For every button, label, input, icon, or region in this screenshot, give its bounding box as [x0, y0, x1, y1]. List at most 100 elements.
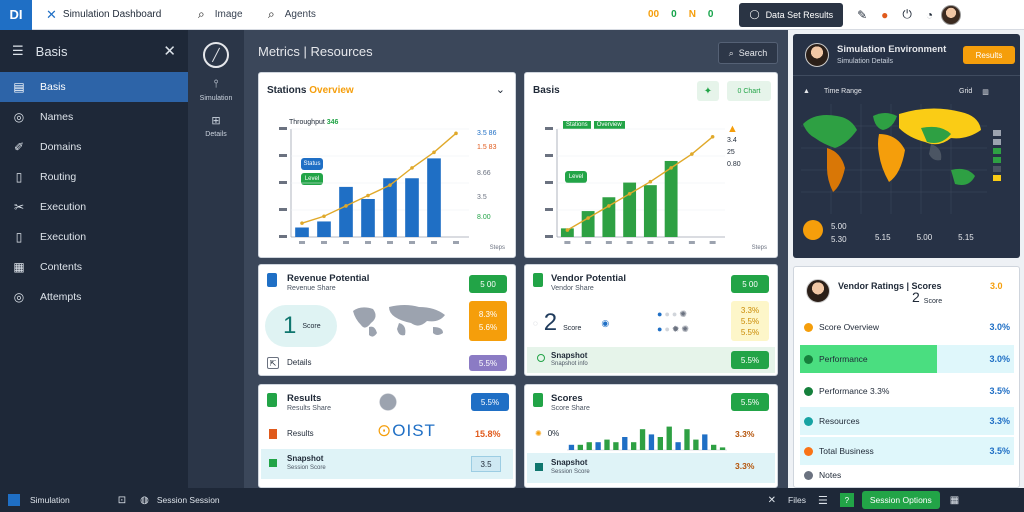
hamburger-icon[interactable]: ☰: [12, 43, 24, 58]
card-subtitle: Revenue Share: [287, 285, 336, 292]
sidebar-header: ☰ Basis ✕: [0, 30, 188, 72]
close-icon[interactable]: ✕: [163, 43, 176, 60]
search-icon: ⌕: [198, 7, 205, 21]
chart-badge-level: Level: [301, 173, 323, 185]
bar: [295, 227, 309, 237]
card-title-accent: Overview: [309, 85, 354, 96]
data-set-button[interactable]: ◯ Data Set Results: [739, 2, 844, 27]
geo-stat: 5.00: [916, 233, 933, 242]
recycle-icon[interactable]: ✦: [697, 81, 719, 101]
session-options-button[interactable]: Session Options: [861, 491, 940, 509]
list-item[interactable]: Score Overview 3.0%: [800, 313, 1014, 341]
card-badge[interactable]: 5.5%: [731, 393, 769, 411]
sliders-icon[interactable]: ⫯: [213, 78, 219, 90]
details-icon[interactable]: ⇱: [267, 357, 279, 369]
geo-toolbar: ▲ Time Range: [803, 88, 862, 95]
score-pill: 1 Score: [265, 305, 337, 347]
bottom-left-label: Simulation: [30, 495, 70, 505]
orange-stat-value: 5.6%: [478, 323, 498, 332]
list-item[interactable]: Notes: [800, 465, 1014, 485]
query-search[interactable]: ⌕ Agents: [268, 7, 648, 22]
x-tick-mark: [431, 241, 437, 244]
status-badge[interactable]: N: [688, 9, 696, 20]
avatar[interactable]: [806, 279, 830, 303]
chart-pill[interactable]: 0 Chart: [727, 81, 771, 101]
grid-icon[interactable]: ▦: [949, 494, 960, 506]
bar: [622, 437, 628, 450]
list-item[interactable]: Total Business 3.5%: [800, 437, 1014, 465]
avatar[interactable]: [805, 43, 829, 67]
snapshot-strip[interactable]: Snapshot Snapshot info 5.5%: [527, 347, 775, 373]
snapshot-title: Snapshot: [551, 458, 588, 467]
world-map: [801, 104, 987, 214]
card-badge[interactable]: 5 00: [469, 275, 507, 293]
list-item[interactable]: Performance 3.3% 3.5%: [800, 377, 1014, 405]
search-button[interactable]: ⌕ Search: [718, 42, 778, 64]
list-item[interactable]: Resources 3.3%: [800, 407, 1014, 435]
sidebar-item-contents[interactable]: ▦ Contents: [0, 252, 188, 282]
results-card: Results Results Share 5.5% ⊙OIST Results…: [258, 384, 516, 488]
snapshot-value: 3.5: [471, 456, 501, 472]
snapshot-strip[interactable]: Snapshot Session Score 3.5: [261, 449, 513, 479]
app-logo[interactable]: DI: [0, 0, 32, 30]
x-tick-mark: [668, 241, 675, 244]
sidebar-item-names[interactable]: ◎ Names: [0, 102, 188, 132]
snapshot-strip[interactable]: Snapshot Session Score 3.3%: [527, 453, 775, 483]
card-badge[interactable]: 5.5%: [471, 393, 509, 411]
status-badge[interactable]: 00: [648, 9, 660, 20]
bar: [702, 434, 708, 450]
status-badge[interactable]: 0: [671, 9, 677, 20]
box-icon[interactable]: ⊡: [117, 494, 127, 506]
sidebar-item-execution-2[interactable]: ▯ Execution: [0, 222, 188, 252]
list-icon[interactable]: ☰: [818, 494, 828, 507]
sidebar-item-domains[interactable]: ✐ Domains: [0, 132, 188, 162]
list-icon: ▤: [13, 80, 25, 94]
power-icon[interactable]: ⏻: [902, 7, 912, 21]
bar: [613, 442, 619, 450]
image-search[interactable]: ⌕ Image: [198, 7, 268, 22]
sidebar-item-execution[interactable]: ✂ Execution: [0, 192, 188, 222]
yellow-stat: 3.3% 5.5% 5.5%: [731, 301, 769, 341]
clock-icon[interactable]: ╱: [203, 42, 229, 68]
stations-bar-chart: [279, 127, 469, 244]
pen-icon[interactable]: ✎: [857, 7, 868, 22]
status-dot: [804, 470, 813, 480]
chevron-down-icon[interactable]: ⌄: [495, 84, 505, 96]
grid-icon[interactable]: ▥: [982, 89, 989, 96]
purple-badge[interactable]: 5.5%: [469, 355, 507, 371]
status-badge[interactable]: 0: [707, 9, 714, 20]
close-icon[interactable]: ✕: [767, 494, 777, 506]
revenue-potential-card: Revenue Potential Revenue Share 5 00 1 S…: [258, 264, 516, 376]
card-badge[interactable]: 5 00: [731, 275, 769, 293]
alert-icon[interactable]: ●: [881, 7, 889, 22]
x-tick-mark: [709, 241, 716, 244]
trend-point: [300, 221, 304, 225]
sidebar-item-attempts[interactable]: ◎ Attempts: [0, 282, 188, 312]
bar: [693, 439, 699, 450]
x-tick-mark: [299, 241, 305, 244]
avatar[interactable]: [941, 4, 962, 25]
map-legend: [993, 130, 1001, 181]
legend-tag: Stations: [563, 121, 591, 129]
right-label: 3.5: [477, 194, 487, 201]
trend-point: [344, 204, 348, 208]
target-icon[interactable]: ◉: [601, 317, 610, 328]
sidebar-item-routing[interactable]: ▯ Routing: [0, 162, 188, 192]
triangle-icon[interactable]: ▲: [803, 88, 810, 95]
settings-icon[interactable]: ◔: [925, 7, 934, 22]
list-item[interactable]: Performance 3.0%: [800, 345, 1014, 373]
bar: [664, 160, 678, 237]
sidebar-item-label: Execution: [40, 201, 87, 213]
sidebar-item-basis[interactable]: ▤ Basis: [0, 72, 188, 102]
list-item-label: Performance 3.3%: [819, 386, 890, 396]
app-icon[interactable]: [8, 494, 20, 506]
card-title: Vendor Potential: [551, 273, 626, 284]
snapshot-title: Snapshot: [287, 454, 324, 463]
help-icon[interactable]: ?: [839, 493, 854, 507]
geo-toolbar-right: Grid ▥: [959, 88, 989, 96]
globe-icon[interactable]: ◍: [140, 494, 149, 506]
bar: [675, 442, 681, 450]
results-button[interactable]: Results: [963, 46, 1015, 64]
grid-icon[interactable]: ⊞: [211, 115, 221, 127]
swirl-icon: ⊙: [377, 421, 393, 440]
